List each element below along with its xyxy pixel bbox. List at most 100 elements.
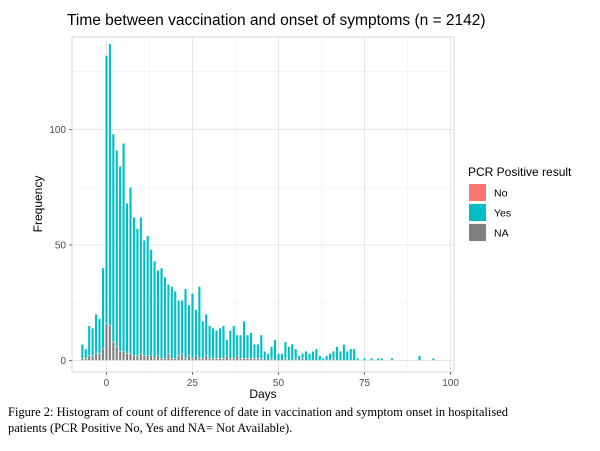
bar-yes [249,332,253,359]
x-tick-label: 0 [104,378,110,389]
x-tick-label: 50 [273,378,285,389]
legend-key-na [469,224,486,241]
bar-na [215,357,218,361]
legend-label-yes: Yes [494,208,511,220]
bar-yes [108,43,112,326]
bar-yes [297,355,301,361]
y-axis: 0 50 100 [49,125,72,367]
bar-na [187,355,191,361]
bar-yes [166,284,170,354]
bar-yes [87,325,91,357]
bar-yes [363,357,366,361]
bar-yes [201,320,205,359]
bar-yes [242,320,246,359]
bar-yes [215,330,218,359]
bar-yes [380,357,384,361]
bar-na [222,357,225,361]
bar-yes [283,341,287,359]
bar-na [239,357,243,361]
bar-na [283,357,287,361]
bar-yes [332,351,335,359]
bar-yes [118,166,122,352]
bar-yes [339,351,342,361]
bar-yes [84,348,88,359]
bar-yes [352,348,356,361]
x-tick-label: 75 [359,378,371,389]
bar-yes [149,249,153,357]
bar-na [80,357,84,361]
bar-yes [290,344,294,361]
bar-yes [125,203,129,354]
bar-yes [170,286,174,359]
bar-yes [142,240,146,357]
bar-yes [256,344,260,359]
bar-na [235,355,239,361]
gridlines [72,37,454,372]
bar-yes [349,348,353,361]
bar-na [84,357,88,361]
bar-na [111,341,115,361]
bar-yes [266,353,270,361]
plot-panel [71,36,455,373]
bar-yes [263,351,267,361]
bar-yes [115,150,119,347]
bar-na [146,355,150,361]
bar-yes [98,318,101,354]
bar-yes [160,267,163,359]
bar-na [122,351,126,361]
bar-yes [311,351,315,361]
bar-na [246,357,249,361]
bar-yes [187,304,191,357]
bar-na [270,357,274,361]
bar-na [87,355,91,361]
bar-na [142,355,146,361]
bar-yes [277,353,280,361]
legend-key-no [469,184,486,201]
bars-group [80,43,435,361]
bar-yes [225,339,229,357]
bar-na [208,357,212,361]
bar-na [218,357,222,361]
bar-yes [153,260,157,359]
bar-yes [228,330,232,359]
bar-yes [369,357,373,361]
legend-key-yes [469,204,486,221]
bar-yes [101,267,105,350]
bar-yes [321,357,325,361]
bar-yes [222,325,225,359]
bar-yes [163,277,167,359]
bar-na [129,353,132,361]
bar-yes [218,327,222,359]
bar-na [232,357,236,361]
bar-yes [342,344,346,361]
bar-yes [173,290,177,359]
bar-yes [376,357,380,361]
bar-na [94,353,98,361]
bar-yes [259,334,263,359]
bar-yes [156,270,160,357]
bar-na [177,355,181,361]
bar-yes [418,355,421,361]
bar-yes [132,217,136,357]
bar-na [301,357,304,361]
bar-yes [191,293,194,359]
bar-yes [304,351,308,361]
bar-yes [139,217,143,354]
bar-na [139,353,143,361]
bar-yes [280,353,284,361]
bar-na [98,353,101,361]
bar-na [194,355,198,361]
bar-yes [135,228,139,357]
bar-yes [308,353,311,361]
legend-label-no: No [494,188,508,200]
bar-yes [270,346,274,359]
bar-na [118,351,122,361]
bar-yes [180,300,184,354]
x-axis-label: Days [249,387,276,401]
bar-na [153,357,157,361]
legend-label-na: NA [494,228,509,240]
bar-yes [314,348,318,361]
bar-na [184,357,187,361]
bar-na [101,348,105,361]
bar-na [256,357,260,361]
